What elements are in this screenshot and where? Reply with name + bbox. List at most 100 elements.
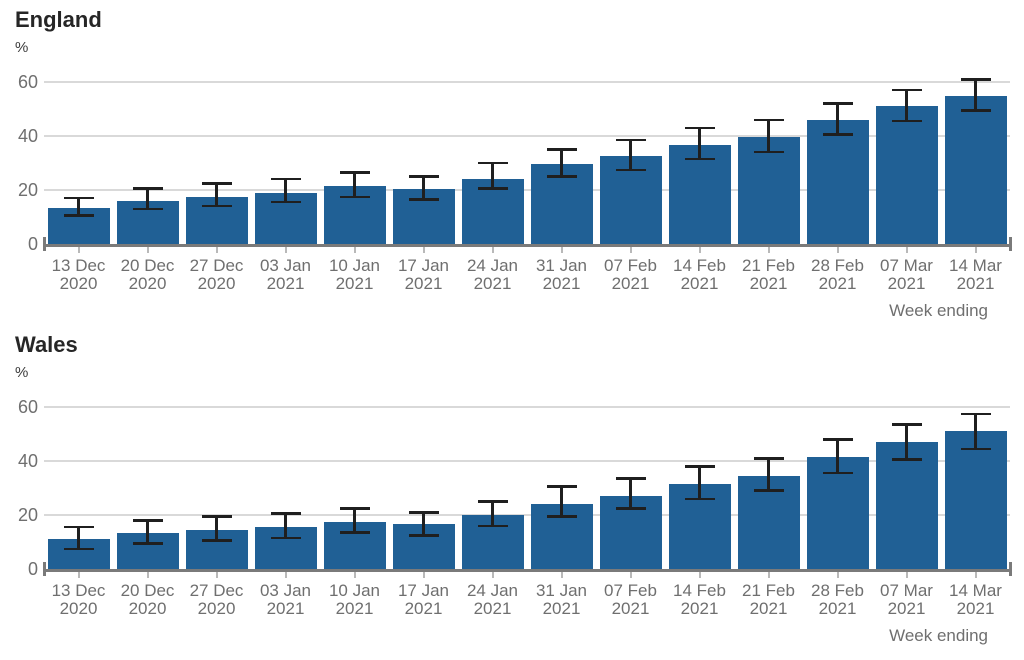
x-tick-label-year: 2021: [611, 599, 650, 618]
error-bar-cap-bottom-07-mar: [891, 458, 922, 461]
x-tick-label-date: 10 Jan: [328, 581, 381, 600]
x-tick-label-17-jan: 17 Jan 2021: [382, 582, 466, 618]
x-tick-label-year: 2021: [266, 599, 305, 618]
bar-28-feb: [806, 119, 869, 244]
error-bar-cap-bottom-03-jan: [270, 536, 301, 540]
error-bar-cap-top-31-jan: [546, 148, 577, 151]
x-tick-label-10-jan: 10 Jan 2021: [313, 257, 397, 293]
x-axis-tick: [353, 572, 356, 578]
x-tick-label-date: 31 Jan: [535, 256, 588, 275]
x-tick-label-year: 2021: [542, 274, 581, 293]
error-bar-line-24-jan: [491, 163, 494, 189]
error-bar-cap-top-03-jan: [270, 177, 301, 181]
error-bar-line-13-dec: [77, 527, 80, 549]
error-bar-line-28-feb: [836, 439, 839, 474]
x-axis-line: [43, 569, 1012, 572]
error-bar-cap-top-27-dec: [201, 515, 232, 518]
x-tick-label-20-dec: 20 Dec 2020: [106, 582, 190, 618]
error-bar-cap-bottom-10-jan: [339, 195, 370, 198]
x-axis-tick: [146, 572, 149, 578]
axis-end-tick-left: [43, 562, 46, 576]
x-tick-label-07-feb: 07 Feb 2021: [589, 257, 673, 293]
x-tick-label-date: 24 Jan: [466, 256, 519, 275]
x-axis-tick: [422, 247, 425, 253]
error-bar-cap-top-10-jan: [339, 507, 370, 510]
error-bar-cap-bottom-17-jan: [408, 534, 439, 537]
error-bar-cap-bottom-14-feb: [684, 497, 715, 501]
axis-end-tick-right: [1009, 562, 1012, 576]
wales-plot-area: 0 20 40 60 13 Dec 2020 20 Dec 2020 27 Dec 2020 03 …: [0, 325, 1024, 660]
x-tick-label-date: 07 Mar: [880, 581, 933, 600]
x-axis-tick: [491, 572, 494, 578]
x-tick-label-date: 20 Dec: [120, 581, 175, 600]
error-bar-cap-bottom-17-jan: [408, 198, 439, 201]
error-bar-line-27-dec: [215, 183, 218, 207]
error-bar-line-21-feb: [767, 119, 770, 153]
error-bar-line-13-dec: [77, 198, 80, 216]
x-tick-label-date: 07 Feb: [604, 581, 657, 600]
error-bar-cap-bottom-24-jan: [477, 187, 508, 190]
error-bar-cap-top-10-jan: [339, 171, 370, 174]
x-axis-tick: [767, 247, 770, 253]
x-axis-tick: [284, 572, 287, 578]
x-tick-label-27-dec: 27 Dec 2020: [175, 582, 259, 618]
x-tick-label-14-feb: 14 Feb 2021: [658, 582, 742, 618]
error-bar-cap-bottom-13-dec: [63, 214, 94, 217]
y-axis-tick-label-0: 0: [27, 559, 38, 579]
error-bar-cap-bottom-10-jan: [339, 531, 370, 534]
x-tick-label-year: 2020: [197, 274, 236, 293]
england-plot-area: 0 20 40 60 13 Dec 2020 20 Dec 2020 27 Dec 2020 03 …: [0, 0, 1024, 325]
error-bar-cap-top-03-jan: [270, 512, 301, 515]
x-tick-label-14-mar: 14 Mar 2021: [934, 257, 1018, 293]
wales-y-axis-unit-label: %: [15, 364, 29, 381]
bar-07-mar: [875, 442, 938, 569]
x-tick-label-year: 2021: [749, 599, 788, 618]
error-bar-line-31-jan: [560, 486, 563, 517]
error-bar-cap-bottom-14-mar: [960, 447, 991, 451]
x-axis-tick: [836, 247, 839, 253]
england-y-axis-unit-label: %: [15, 39, 29, 56]
x-axis-tick: [698, 572, 701, 578]
x-tick-label-year: 2021: [542, 599, 581, 618]
x-tick-label-year: 2021: [680, 599, 719, 618]
error-bar-cap-top-21-feb: [753, 457, 784, 460]
error-bar-line-17-jan: [422, 512, 425, 536]
x-tick-label-28-feb: 28 Feb 2021: [796, 582, 880, 618]
x-tick-label-year: 2021: [404, 274, 443, 293]
x-tick-label-date: 28 Feb: [811, 581, 864, 600]
x-tick-label-year: 2021: [611, 274, 650, 293]
error-bar-cap-top-20-dec: [132, 519, 163, 522]
bar-07-mar: [875, 106, 938, 244]
wales-chart-title: Wales: [15, 332, 78, 357]
x-tick-label-year: 2021: [335, 599, 374, 618]
x-tick-label-17-jan: 17 Jan 2021: [382, 257, 466, 293]
error-bar-cap-bottom-07-feb: [615, 507, 646, 510]
error-bar-cap-bottom-07-mar: [891, 119, 922, 123]
error-bar-cap-top-20-dec: [132, 187, 163, 190]
error-bar-cap-bottom-28-feb: [822, 471, 853, 475]
x-tick-label-year: 2020: [59, 274, 98, 293]
gridline-40: [44, 135, 1010, 137]
gridline-20: [44, 514, 1010, 516]
x-tick-label-10-jan: 10 Jan 2021: [313, 582, 397, 618]
error-bar-cap-bottom-20-dec: [132, 207, 163, 211]
x-axis-tick: [491, 247, 494, 253]
error-bar-cap-top-31-jan: [546, 485, 577, 488]
error-bar-cap-top-07-mar: [891, 88, 922, 92]
error-bar-line-14-feb: [698, 466, 701, 499]
x-axis-tick: [974, 572, 977, 578]
error-bar-line-14-mar: [974, 413, 977, 449]
y-axis-tick-label-20: 20: [17, 505, 38, 525]
bar-21-feb: [737, 137, 800, 244]
gridline-60: [44, 406, 1010, 408]
error-bar-cap-bottom-14-mar: [960, 109, 991, 112]
x-tick-label-14-mar: 14 Mar 2021: [934, 582, 1018, 618]
x-tick-label-date: 28 Feb: [811, 256, 864, 275]
x-tick-label-14-feb: 14 Feb 2021: [658, 257, 742, 293]
error-bar-cap-top-14-feb: [684, 465, 715, 468]
england-x-axis-label: Week ending: [889, 301, 988, 320]
x-axis-tick: [422, 572, 425, 578]
x-tick-label-date: 14 Mar: [949, 256, 1002, 275]
x-tick-label-year: 2020: [197, 599, 236, 618]
error-bar-cap-top-14-mar: [960, 412, 991, 415]
